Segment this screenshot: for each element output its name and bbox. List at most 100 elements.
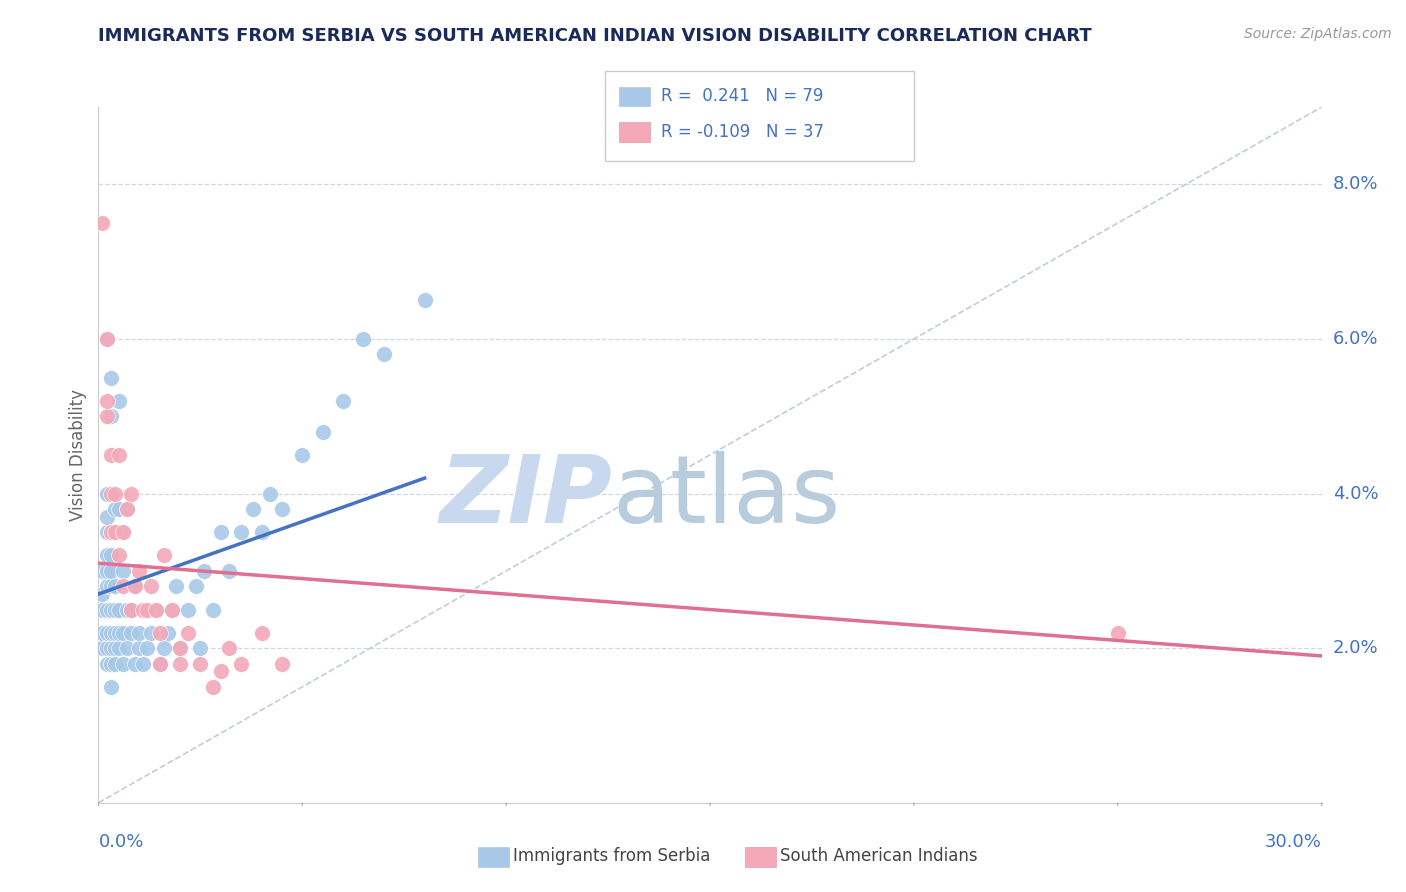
Point bbox=[250, 525, 273, 540]
Point bbox=[132, 657, 155, 671]
Point bbox=[193, 564, 215, 578]
Point bbox=[120, 602, 142, 616]
Point bbox=[100, 525, 122, 540]
Point bbox=[108, 549, 131, 563]
Point bbox=[186, 579, 208, 593]
Point bbox=[124, 579, 146, 593]
Point bbox=[96, 602, 118, 616]
Point bbox=[152, 549, 174, 563]
Point bbox=[160, 602, 183, 616]
Point bbox=[100, 641, 122, 656]
Text: ZIP: ZIP bbox=[439, 450, 612, 542]
Point bbox=[108, 502, 131, 516]
Point bbox=[128, 564, 150, 578]
Point bbox=[242, 502, 264, 516]
Point bbox=[96, 509, 118, 524]
Point bbox=[115, 641, 138, 656]
Text: South American Indians: South American Indians bbox=[780, 847, 979, 865]
Point bbox=[259, 486, 281, 500]
Point bbox=[115, 502, 138, 516]
Point bbox=[100, 680, 122, 694]
Point bbox=[91, 216, 114, 230]
Point bbox=[165, 579, 187, 593]
Point bbox=[188, 657, 212, 671]
Point bbox=[100, 564, 122, 578]
Point bbox=[96, 564, 118, 578]
Y-axis label: Vision Disability: Vision Disability bbox=[69, 389, 87, 521]
Point bbox=[413, 293, 436, 308]
Point bbox=[169, 641, 191, 656]
Point bbox=[145, 602, 167, 616]
Text: Source: ZipAtlas.com: Source: ZipAtlas.com bbox=[1244, 27, 1392, 41]
Point bbox=[141, 625, 163, 640]
Text: IMMIGRANTS FROM SERBIA VS SOUTH AMERICAN INDIAN VISION DISABILITY CORRELATION CH: IMMIGRANTS FROM SERBIA VS SOUTH AMERICAN… bbox=[98, 27, 1092, 45]
Point bbox=[91, 564, 114, 578]
Point bbox=[209, 665, 232, 679]
Point bbox=[120, 625, 142, 640]
Point bbox=[108, 625, 131, 640]
Point bbox=[231, 657, 253, 671]
Point bbox=[124, 657, 146, 671]
Point bbox=[141, 579, 163, 593]
Point bbox=[218, 564, 240, 578]
Point bbox=[111, 579, 134, 593]
Point bbox=[108, 641, 131, 656]
Point bbox=[250, 625, 273, 640]
Point bbox=[270, 502, 294, 516]
Point bbox=[169, 641, 191, 656]
Point bbox=[91, 602, 114, 616]
Point bbox=[100, 525, 122, 540]
Point bbox=[104, 657, 127, 671]
Point bbox=[188, 641, 212, 656]
Point bbox=[91, 641, 114, 656]
Point bbox=[111, 525, 134, 540]
Point bbox=[152, 641, 174, 656]
Point bbox=[177, 625, 200, 640]
Point bbox=[96, 393, 118, 408]
Text: 4.0%: 4.0% bbox=[1333, 484, 1378, 502]
Point bbox=[108, 602, 131, 616]
Point bbox=[104, 625, 127, 640]
Text: 6.0%: 6.0% bbox=[1333, 330, 1378, 348]
Point bbox=[100, 579, 122, 593]
Text: 30.0%: 30.0% bbox=[1265, 833, 1322, 851]
Point bbox=[96, 332, 118, 346]
Point bbox=[111, 657, 134, 671]
Point bbox=[96, 641, 118, 656]
Point bbox=[128, 625, 150, 640]
Point bbox=[120, 486, 142, 500]
Point bbox=[149, 657, 172, 671]
Point bbox=[291, 448, 314, 462]
Point bbox=[209, 525, 232, 540]
Point bbox=[96, 486, 118, 500]
Point bbox=[111, 525, 134, 540]
Text: Immigrants from Serbia: Immigrants from Serbia bbox=[513, 847, 710, 865]
Point bbox=[169, 657, 191, 671]
Point bbox=[100, 602, 122, 616]
Point bbox=[160, 602, 183, 616]
Point bbox=[136, 641, 159, 656]
Point bbox=[115, 502, 138, 516]
Text: R =  0.241   N = 79: R = 0.241 N = 79 bbox=[661, 87, 823, 105]
Point bbox=[231, 525, 253, 540]
Point bbox=[104, 579, 127, 593]
Point bbox=[332, 393, 354, 408]
Text: 0.0%: 0.0% bbox=[98, 833, 143, 851]
Point bbox=[100, 448, 122, 462]
Point bbox=[108, 448, 131, 462]
Text: atlas: atlas bbox=[612, 450, 841, 542]
Point bbox=[96, 625, 118, 640]
Point bbox=[96, 549, 118, 563]
Point bbox=[111, 625, 134, 640]
Point bbox=[100, 486, 122, 500]
Point bbox=[177, 602, 200, 616]
Point bbox=[108, 393, 131, 408]
Point bbox=[156, 625, 179, 640]
Text: R = -0.109   N = 37: R = -0.109 N = 37 bbox=[661, 123, 824, 141]
Point bbox=[96, 657, 118, 671]
Point bbox=[104, 525, 127, 540]
Point bbox=[218, 641, 240, 656]
Point bbox=[96, 332, 118, 346]
Point bbox=[128, 641, 150, 656]
Point bbox=[104, 486, 127, 500]
